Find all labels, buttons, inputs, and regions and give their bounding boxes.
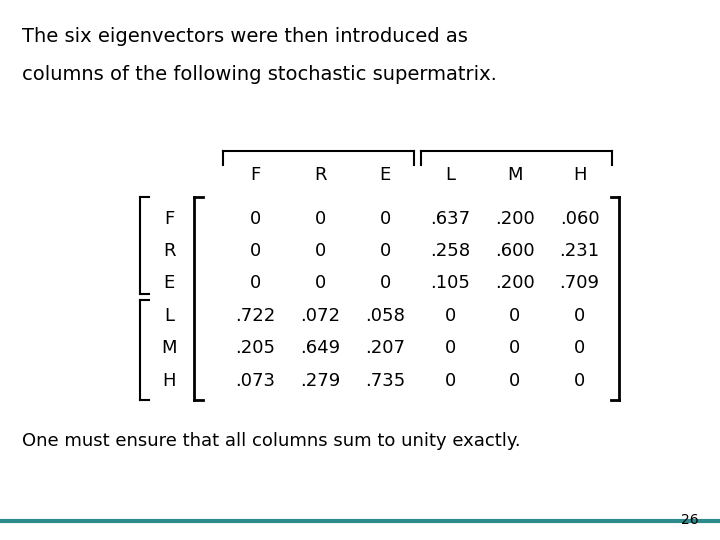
Text: E: E (379, 166, 391, 185)
Text: 0: 0 (315, 274, 326, 293)
Text: columns of the following stochastic supermatrix.: columns of the following stochastic supe… (22, 65, 497, 84)
Text: L: L (164, 307, 174, 325)
Text: .722: .722 (235, 307, 276, 325)
Text: .060: .060 (559, 210, 600, 228)
Text: .200: .200 (495, 274, 535, 293)
Text: 0: 0 (574, 339, 585, 357)
Text: 0: 0 (315, 242, 326, 260)
Text: 0: 0 (574, 307, 585, 325)
Text: 0: 0 (574, 372, 585, 390)
Text: E: E (163, 274, 175, 293)
Text: 0: 0 (444, 307, 456, 325)
Text: 0: 0 (250, 274, 261, 293)
Text: .279: .279 (300, 372, 341, 390)
Text: .600: .600 (495, 242, 535, 260)
Text: .258: .258 (430, 242, 470, 260)
Text: The six eigenvectors were then introduced as: The six eigenvectors were then introduce… (22, 27, 467, 46)
Text: H: H (163, 372, 176, 390)
Text: 0: 0 (444, 339, 456, 357)
Text: R: R (163, 242, 176, 260)
Text: H: H (573, 166, 586, 185)
Text: One must ensure that all columns sum to unity exactly.: One must ensure that all columns sum to … (22, 432, 521, 450)
Text: L: L (445, 166, 455, 185)
Text: 0: 0 (379, 210, 391, 228)
Text: 0: 0 (444, 372, 456, 390)
Text: .200: .200 (495, 210, 535, 228)
Text: M: M (161, 339, 177, 357)
Text: .735: .735 (365, 372, 405, 390)
Text: 0: 0 (250, 210, 261, 228)
Text: 0: 0 (250, 242, 261, 260)
Text: 0: 0 (509, 339, 521, 357)
Text: .637: .637 (430, 210, 470, 228)
Text: R: R (314, 166, 327, 185)
Text: F: F (251, 166, 261, 185)
Text: 0: 0 (315, 210, 326, 228)
Text: .105: .105 (430, 274, 470, 293)
Text: .205: .205 (235, 339, 276, 357)
Text: 0: 0 (509, 307, 521, 325)
Text: 0: 0 (379, 242, 391, 260)
Text: .231: .231 (559, 242, 600, 260)
Text: 26: 26 (681, 512, 698, 526)
Text: 0: 0 (379, 274, 391, 293)
Text: .058: .058 (365, 307, 405, 325)
Text: M: M (507, 166, 523, 185)
Text: .072: .072 (300, 307, 341, 325)
Text: F: F (164, 210, 174, 228)
Text: .073: .073 (235, 372, 276, 390)
Text: .207: .207 (365, 339, 405, 357)
Text: .649: .649 (300, 339, 341, 357)
Text: 0: 0 (509, 372, 521, 390)
Text: .709: .709 (559, 274, 600, 293)
